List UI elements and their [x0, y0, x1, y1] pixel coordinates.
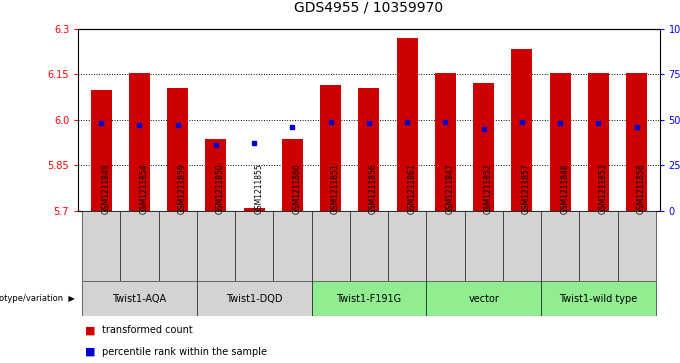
Text: transformed count: transformed count: [102, 325, 192, 335]
Bar: [167, 88, 188, 211]
Text: ■: ■: [85, 347, 95, 357]
Bar: [82, 211, 120, 281]
Bar: [426, 281, 541, 316]
Bar: [282, 139, 303, 211]
Bar: [503, 211, 541, 281]
Bar: [617, 211, 656, 281]
Bar: [426, 211, 464, 281]
Text: GSM1211851: GSM1211851: [330, 163, 339, 214]
Bar: [158, 211, 197, 281]
Text: GSM1211856: GSM1211856: [369, 163, 378, 214]
Text: GSM1211860: GSM1211860: [292, 163, 301, 214]
Bar: [273, 211, 311, 281]
Bar: [243, 208, 265, 211]
Bar: [549, 73, 571, 211]
Bar: [320, 85, 341, 211]
Text: vector: vector: [469, 294, 499, 303]
Bar: [626, 73, 647, 211]
Text: GSM1211853: GSM1211853: [598, 163, 607, 214]
Text: genotype/variation  ▶: genotype/variation ▶: [0, 294, 75, 303]
Text: Twist1-wild type: Twist1-wild type: [559, 294, 638, 303]
Text: GSM1211849: GSM1211849: [101, 163, 110, 214]
Bar: [120, 211, 158, 281]
Bar: [82, 281, 197, 316]
Text: GSM1211861: GSM1211861: [407, 163, 416, 214]
Text: percentile rank within the sample: percentile rank within the sample: [102, 347, 267, 357]
Text: GSM1211858: GSM1211858: [636, 163, 645, 214]
Text: GSM1211852: GSM1211852: [483, 163, 492, 214]
Bar: [541, 281, 656, 316]
Text: GSM1211850: GSM1211850: [216, 163, 225, 214]
Bar: [464, 211, 503, 281]
Text: GSM1211854: GSM1211854: [139, 163, 148, 214]
Bar: [435, 73, 456, 211]
Text: Twist1-AQA: Twist1-AQA: [112, 294, 167, 303]
Bar: [311, 281, 426, 316]
Bar: [473, 83, 494, 211]
Bar: [311, 211, 350, 281]
Bar: [388, 211, 426, 281]
Bar: [235, 211, 273, 281]
Text: GSM1211855: GSM1211855: [254, 163, 263, 214]
Text: GSM1211857: GSM1211857: [522, 163, 531, 214]
Bar: [129, 73, 150, 211]
Bar: [197, 281, 311, 316]
Bar: [396, 38, 418, 211]
Text: Twist1-DQD: Twist1-DQD: [226, 294, 282, 303]
Text: Twist1-F191G: Twist1-F191G: [337, 294, 401, 303]
Bar: [197, 211, 235, 281]
Text: GSM1211859: GSM1211859: [177, 163, 186, 214]
Bar: [90, 90, 112, 211]
Text: GSM1211848: GSM1211848: [560, 163, 569, 214]
Bar: [358, 88, 379, 211]
Text: GSM1211847: GSM1211847: [445, 163, 454, 214]
Bar: [511, 49, 532, 211]
Bar: [579, 211, 617, 281]
Bar: [588, 73, 609, 211]
Bar: [205, 139, 226, 211]
Bar: [541, 211, 579, 281]
Text: ■: ■: [85, 325, 95, 335]
Text: GDS4955 / 10359970: GDS4955 / 10359970: [294, 0, 443, 15]
Bar: [350, 211, 388, 281]
